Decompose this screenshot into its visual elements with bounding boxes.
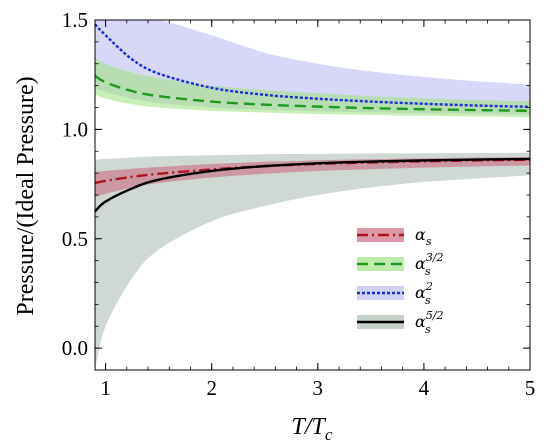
legend-label: α3/2 s xyxy=(415,251,444,278)
legend-label: α2 s xyxy=(415,280,433,307)
x-tick-label: 1 xyxy=(100,376,111,400)
legend-item: α3/2 s xyxy=(357,251,444,278)
y-axis-label: Pressure/(Ideal Pressure) xyxy=(13,76,39,315)
y-tick-label: 1.5 xyxy=(62,8,88,32)
series-line-2 xyxy=(95,74,530,112)
y-tick-label: 0.5 xyxy=(62,227,88,251)
legend-item: αs xyxy=(357,225,432,248)
x-tick-label: 2 xyxy=(206,376,217,400)
legend-item: α5/2 s xyxy=(357,309,444,336)
legend-label: α5/2 s xyxy=(415,309,444,336)
x-axis-label: T/Tc xyxy=(292,414,333,444)
band-1 xyxy=(95,157,530,198)
x-tick-label: 5 xyxy=(525,376,536,400)
band-2 xyxy=(95,57,530,118)
legend-label: αs xyxy=(415,225,432,248)
y-tick-label: 1.0 xyxy=(62,117,88,141)
x-tick-label: 4 xyxy=(419,376,430,400)
legend-item: α2 s xyxy=(357,280,433,307)
series-line-4 xyxy=(95,157,530,213)
band-4 xyxy=(95,152,530,370)
series-line-3 xyxy=(95,23,530,109)
x-tick-label: 3 xyxy=(313,376,324,400)
y-tick-label: 0.0 xyxy=(62,336,88,360)
legend-swatch xyxy=(357,286,404,300)
